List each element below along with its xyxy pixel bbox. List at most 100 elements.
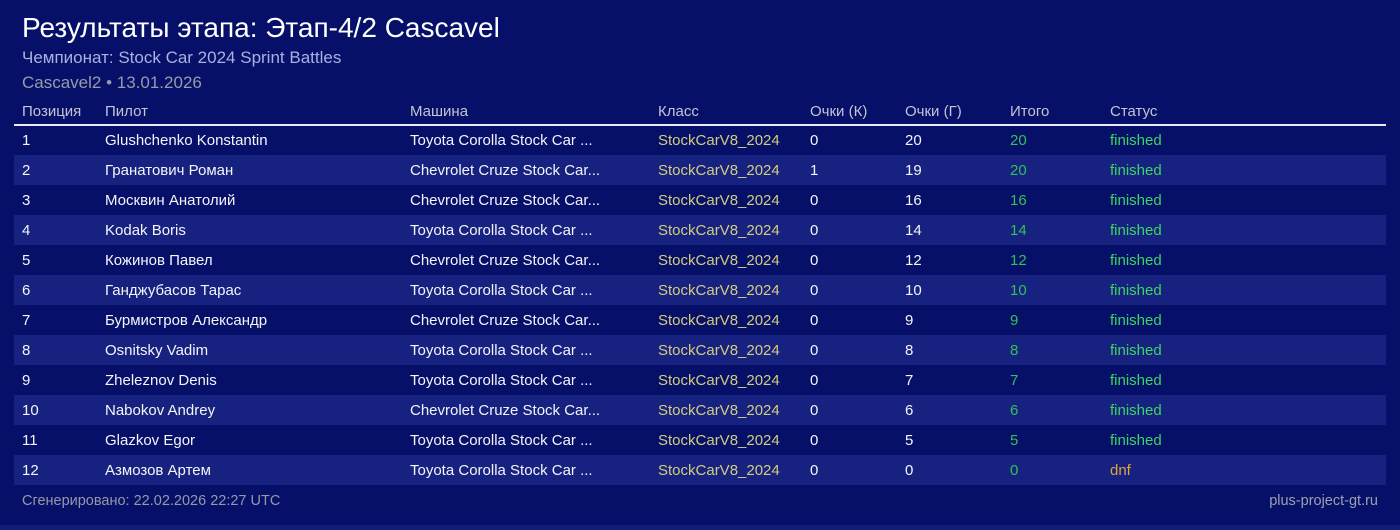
cell-pts-g: 0: [905, 461, 914, 479]
cell-total: 5: [1010, 431, 1019, 449]
cell-pts-g: 5: [905, 431, 914, 449]
cell-total: 16: [1010, 191, 1027, 209]
site-link[interactable]: plus-project-gt.ru: [1269, 493, 1378, 509]
cell-car-class: StockCarV8_2024: [658, 401, 780, 419]
cell-car: Chevrolet Cruze Stock Car...: [410, 251, 601, 269]
column-header-pts-g: Очки (Г): [897, 99, 1002, 126]
cell-pts-g: 10: [905, 281, 922, 299]
cell-pos: 12: [22, 461, 39, 479]
cell-pts-k: 0: [810, 251, 819, 269]
cell-car-class: StockCarV8_2024: [658, 161, 780, 179]
cell-status: finished: [1110, 311, 1162, 329]
table-row: 10 Nabokov Andrey Chevrolet Cruze Stock Ca…: [14, 395, 1386, 425]
cell-pts-g: 16: [905, 191, 922, 209]
table-row: 9 Zheleznov Denis Toyota Corolla Stock Car…: [14, 365, 1386, 395]
bottom-accent-strip: [0, 525, 1400, 530]
cell-pts-g: 12: [905, 251, 922, 269]
table-row: 3 Москвин Анатолий Chevrolet Cruze Stock C…: [14, 185, 1386, 215]
cell-car: Chevrolet Cruze Stock Car...: [410, 191, 601, 209]
cell-car: Toyota Corolla Stock Car ...: [410, 281, 593, 299]
cell-pts-k: 0: [810, 311, 819, 329]
page-title: Результаты этапа: Этап-4/2 Cascavel: [22, 12, 500, 43]
generated-timestamp: Сгенерировано: 22.02.2026 22:27 UTC: [22, 493, 281, 509]
cell-status: finished: [1110, 401, 1162, 419]
cell-pos: 3: [22, 191, 31, 209]
cell-pos: 5: [22, 251, 31, 269]
cell-pilot: Nabokov Andrey: [105, 401, 216, 419]
cell-pilot: Glushchenko Konstantin: [105, 132, 268, 149]
table-row: 5 Кожинов Павел Chevrolet Cruze Stock Car.…: [14, 245, 1386, 275]
cell-car: Chevrolet Cruze Stock Car...: [410, 311, 601, 329]
cell-pilot: Zheleznov Denis: [105, 371, 217, 389]
cell-pts-g: 9: [905, 311, 914, 329]
cell-pos: 4: [22, 221, 31, 239]
column-header-total: Итого: [1002, 99, 1102, 126]
cell-pilot: Москвин Анатолий: [105, 191, 236, 209]
cell-pts-k: 0: [810, 461, 819, 479]
cell-pts-g: 14: [905, 221, 922, 239]
cell-pts-g: 7: [905, 371, 914, 389]
cell-status: finished: [1110, 251, 1162, 269]
cell-car: Toyota Corolla Stock Car ...: [410, 341, 593, 359]
cell-pts-g: 19: [905, 161, 922, 179]
cell-pilot: Кожинов Павел: [105, 251, 213, 269]
cell-pts-g: 20: [905, 132, 922, 149]
cell-car-class: StockCarV8_2024: [658, 461, 780, 479]
column-header-pilot: Пилот: [97, 99, 402, 126]
cell-car-class: StockCarV8_2024: [658, 341, 780, 359]
cell-status: finished: [1110, 341, 1162, 359]
table-row: 4 Kodak Boris Toyota Corolla Stock Car ...…: [14, 215, 1386, 245]
column-header-pts-k: Очки (К): [802, 99, 897, 126]
cell-car-class: StockCarV8_2024: [658, 311, 780, 329]
cell-pilot: Гранатович Роман: [105, 161, 234, 179]
cell-status: finished: [1110, 161, 1162, 179]
cell-car: Toyota Corolla Stock Car ...: [410, 431, 593, 449]
cell-status: finished: [1110, 132, 1162, 149]
cell-pos: 8: [22, 341, 31, 359]
column-header-car: Машина: [402, 99, 650, 126]
cell-status: finished: [1110, 371, 1162, 389]
cell-total: 12: [1010, 251, 1027, 269]
cell-total: 8: [1010, 341, 1019, 359]
cell-status: dnf: [1110, 461, 1131, 479]
cell-pts-k: 0: [810, 431, 819, 449]
cell-pos: 1: [22, 132, 31, 149]
cell-total: 9: [1010, 311, 1019, 329]
cell-pilot: Ганджубасов Тарас: [105, 281, 242, 299]
cell-pts-k: 0: [810, 401, 819, 419]
cell-pilot: Osnitsky Vadim: [105, 341, 209, 359]
cell-total: 0: [1010, 461, 1019, 479]
cell-pos: 11: [22, 431, 38, 449]
table-row: 7 Бурмистров Александр Chevrolet Cruze Sto…: [14, 305, 1386, 335]
cell-car: Toyota Corolla Stock Car ...: [410, 461, 593, 479]
cell-pts-k: 0: [810, 221, 819, 239]
cell-pos: 7: [22, 311, 31, 329]
cell-total: 6: [1010, 401, 1019, 419]
column-header-status: Статус: [1102, 99, 1386, 126]
cell-car-class: StockCarV8_2024: [658, 221, 780, 239]
cell-car-class: StockCarV8_2024: [658, 371, 780, 389]
cell-pts-g: 6: [905, 401, 914, 419]
track-date-meta: Cascavel2 • 13.01.2026: [22, 73, 202, 92]
cell-car: Toyota Corolla Stock Car ...: [410, 132, 593, 149]
page-footer: Сгенерировано: 22.02.2026 22:27 UTC plus…: [22, 493, 1378, 509]
cell-status: finished: [1110, 431, 1162, 449]
cell-pts-k: 0: [810, 191, 819, 209]
table-row: 6 Ганджубасов Тарас Toyota Corolla Stock C…: [14, 275, 1386, 305]
table-row: 12 Азмозов Артем Toyota Corolla Stock Car …: [14, 455, 1386, 485]
cell-total: 20: [1010, 132, 1027, 149]
cell-status: finished: [1110, 281, 1162, 299]
cell-pts-k: 0: [810, 341, 819, 359]
cell-pilot: Азмозов Артем: [105, 461, 211, 479]
cell-total: 20: [1010, 161, 1027, 179]
cell-pos: 6: [22, 281, 31, 299]
cell-total: 7: [1010, 371, 1019, 389]
championship-subtitle: Чемпионат: Stock Car 2024 Sprint Battles: [22, 48, 342, 67]
cell-pilot: Бурмистров Александр: [105, 311, 268, 329]
cell-pts-k: 0: [810, 132, 819, 149]
table-row: 2 Гранатович Роман Chevrolet Cruze Stock C…: [14, 155, 1386, 185]
cell-pilot: Kodak Boris: [105, 221, 186, 239]
cell-car-class: StockCarV8_2024: [658, 191, 780, 209]
cell-pos: 10: [22, 401, 39, 419]
